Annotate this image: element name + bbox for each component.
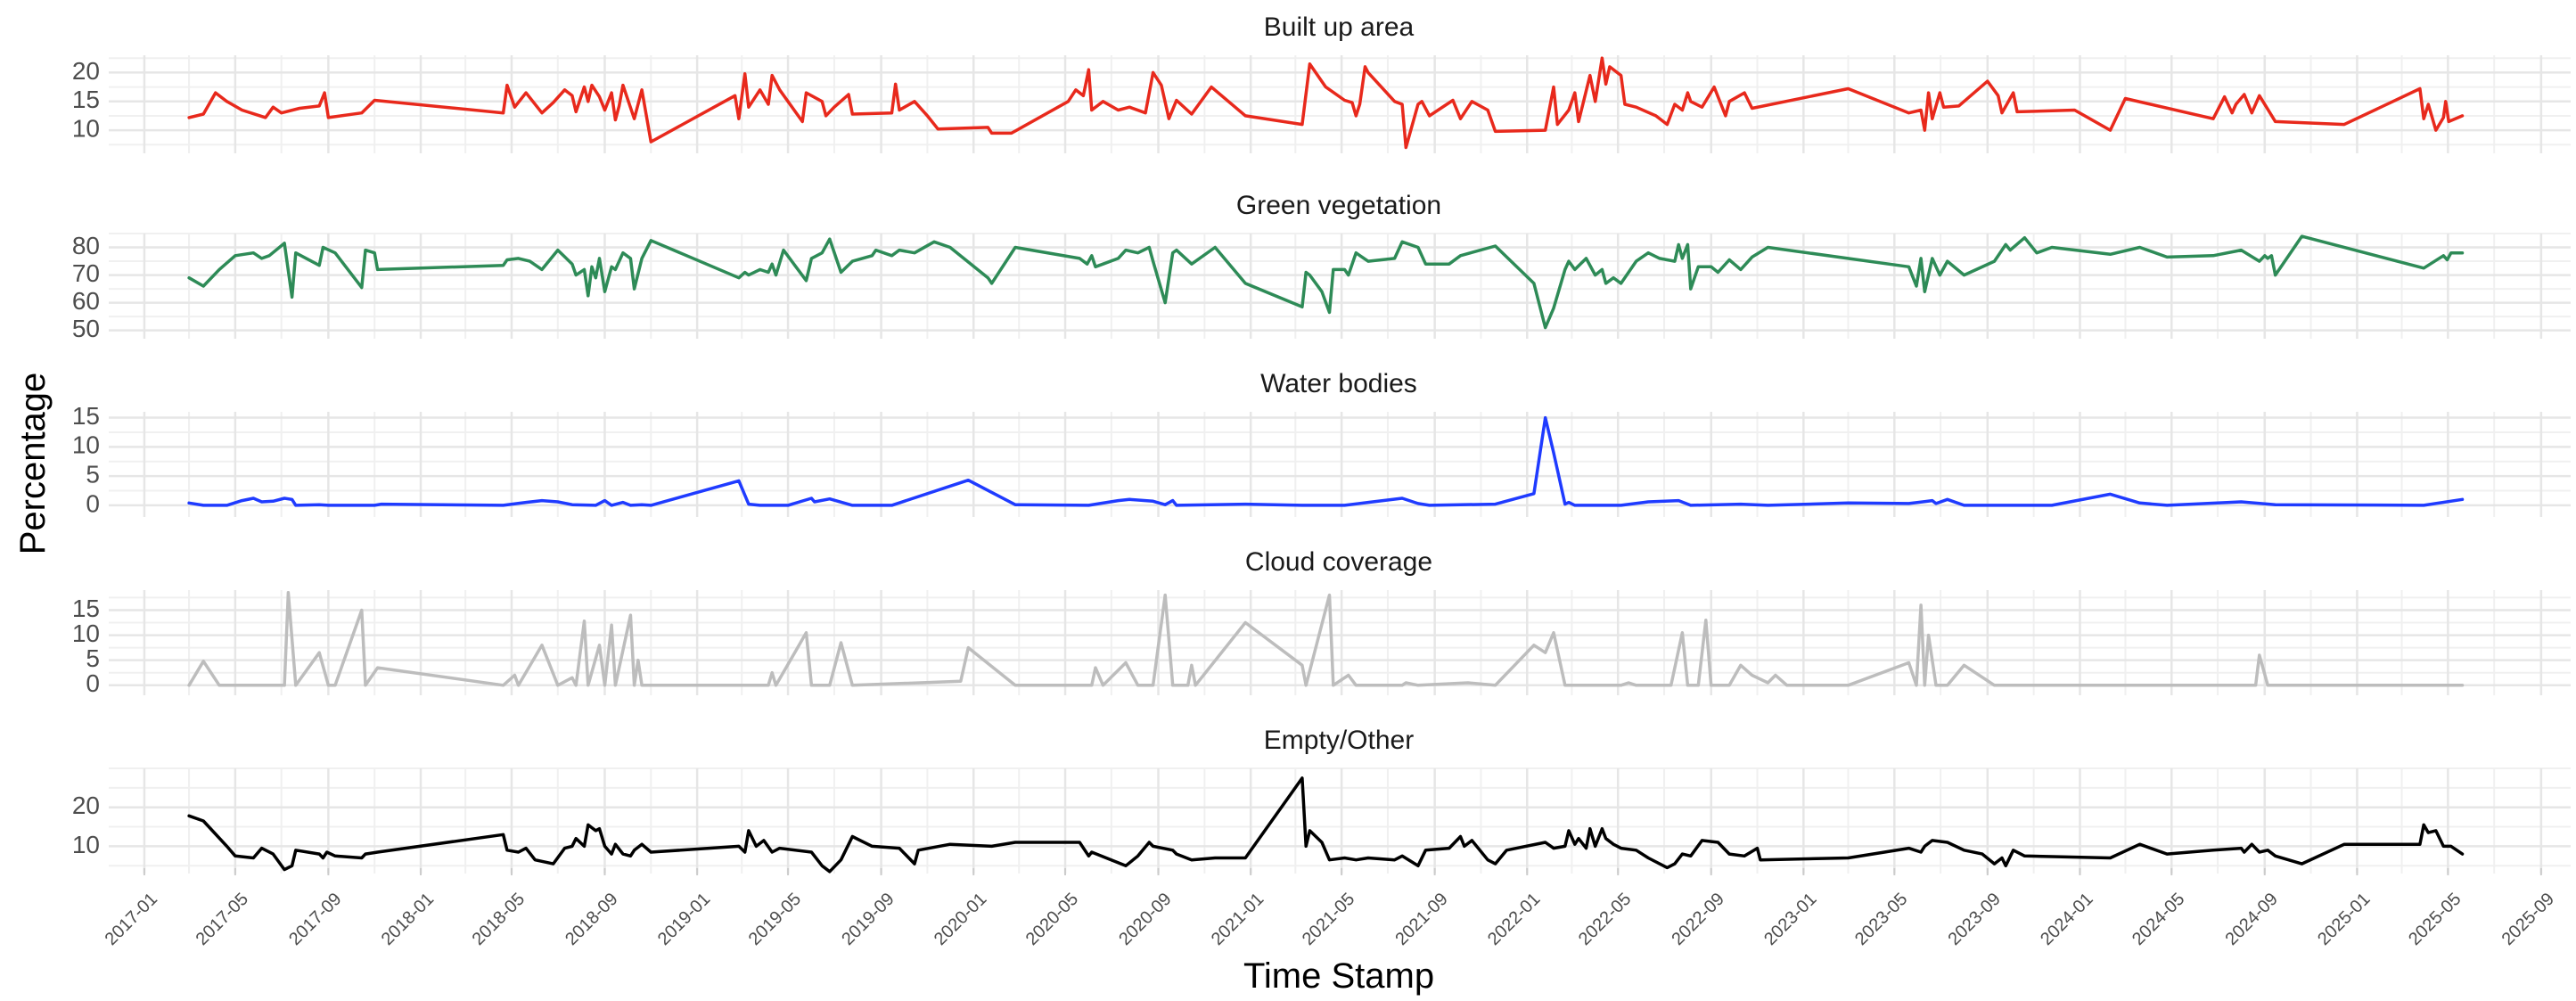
- x-tick-label: 2018-01: [378, 890, 438, 949]
- x-axis-title: Time Stamp: [1243, 956, 1434, 996]
- panel-title: Empty/Other: [1264, 726, 1414, 755]
- x-tick-label: 2022-05: [1575, 890, 1635, 949]
- series-line: [187, 591, 2465, 687]
- y-tick-label: 20: [72, 792, 100, 819]
- x-tick-label: 2017-01: [102, 890, 161, 949]
- y-tick-label: 70: [72, 259, 100, 287]
- y-tick-label: 15: [72, 595, 100, 622]
- panel-title: Built up area: [1264, 12, 1415, 42]
- y-tick-label: 0: [86, 489, 100, 517]
- y-tick-label: 80: [72, 232, 100, 259]
- x-tick-label: 2020-01: [931, 890, 990, 949]
- y-tick-label: 60: [72, 287, 100, 315]
- x-tick-label: 2021-09: [1391, 890, 1451, 949]
- x-tick-label: 2022-01: [1484, 890, 1544, 949]
- x-tick-label: 2019-05: [745, 890, 805, 949]
- y-tick-label: 15: [72, 86, 100, 113]
- x-tick-label: 2020-05: [1022, 890, 1082, 949]
- y-tick-label: 10: [72, 831, 100, 858]
- x-tick-label: 2025-05: [2405, 890, 2465, 949]
- x-tick-label: 2023-05: [1851, 890, 1911, 949]
- x-tick-label: 2019-09: [838, 890, 898, 949]
- x-tick-label: 2024-01: [2037, 890, 2096, 949]
- panel-empty-other: Empty/Other 10 20: [72, 726, 2571, 874]
- x-tick-label: 2020-09: [1115, 890, 1175, 949]
- x-tick-label: 2024-05: [2129, 890, 2188, 949]
- y-tick-label: 10: [72, 115, 100, 143]
- x-tick-label: 2023-01: [1760, 890, 1820, 949]
- series-line: [187, 415, 2465, 507]
- x-axis: 2017-01 2017-05 2017-09 2018-01 2018-05 2018-…: [102, 868, 2558, 949]
- x-tick-label: 2018-05: [469, 890, 529, 949]
- x-tick-label: 2021-01: [1208, 890, 1267, 949]
- series-line: [187, 234, 2465, 330]
- y-tick-label: 5: [86, 644, 100, 672]
- panel-title: Water bodies: [1260, 369, 1417, 398]
- panel-grid: [109, 412, 2571, 517]
- y-tick-label: 5: [86, 461, 100, 488]
- panel-grid: [109, 767, 2571, 874]
- y-tick-label: 50: [72, 315, 100, 342]
- x-tick-label: 2018-09: [562, 890, 621, 949]
- y-tick-label: 20: [72, 57, 100, 85]
- y-axis-title: Percentage: [13, 373, 53, 555]
- x-tick-label: 2023-09: [1945, 890, 2005, 949]
- panel-grid: [109, 233, 2571, 339]
- panel-grid: [109, 55, 2571, 153]
- y-tick-label: 15: [72, 402, 100, 430]
- series-line: [187, 56, 2465, 150]
- x-tick-label: 2022-09: [1668, 890, 1727, 949]
- y-tick-label: 10: [72, 619, 100, 647]
- panel-title: Cloud coverage: [1245, 547, 1432, 577]
- panel-title: Green vegetation: [1236, 191, 1441, 220]
- x-tick-label: 2021-05: [1299, 890, 1358, 949]
- x-tick-label: 2025-01: [2314, 890, 2374, 949]
- x-tick-label: 2017-09: [285, 890, 345, 949]
- series-line: [187, 776, 2465, 874]
- x-tick-label: 2024-09: [2221, 890, 2281, 949]
- x-tick-label: 2025-09: [2498, 890, 2558, 949]
- y-tick-label: 0: [86, 669, 100, 697]
- x-tick-label: 2019-01: [654, 890, 714, 949]
- x-tick-label: 2017-05: [193, 890, 252, 949]
- y-tick-label: 10: [72, 431, 100, 459]
